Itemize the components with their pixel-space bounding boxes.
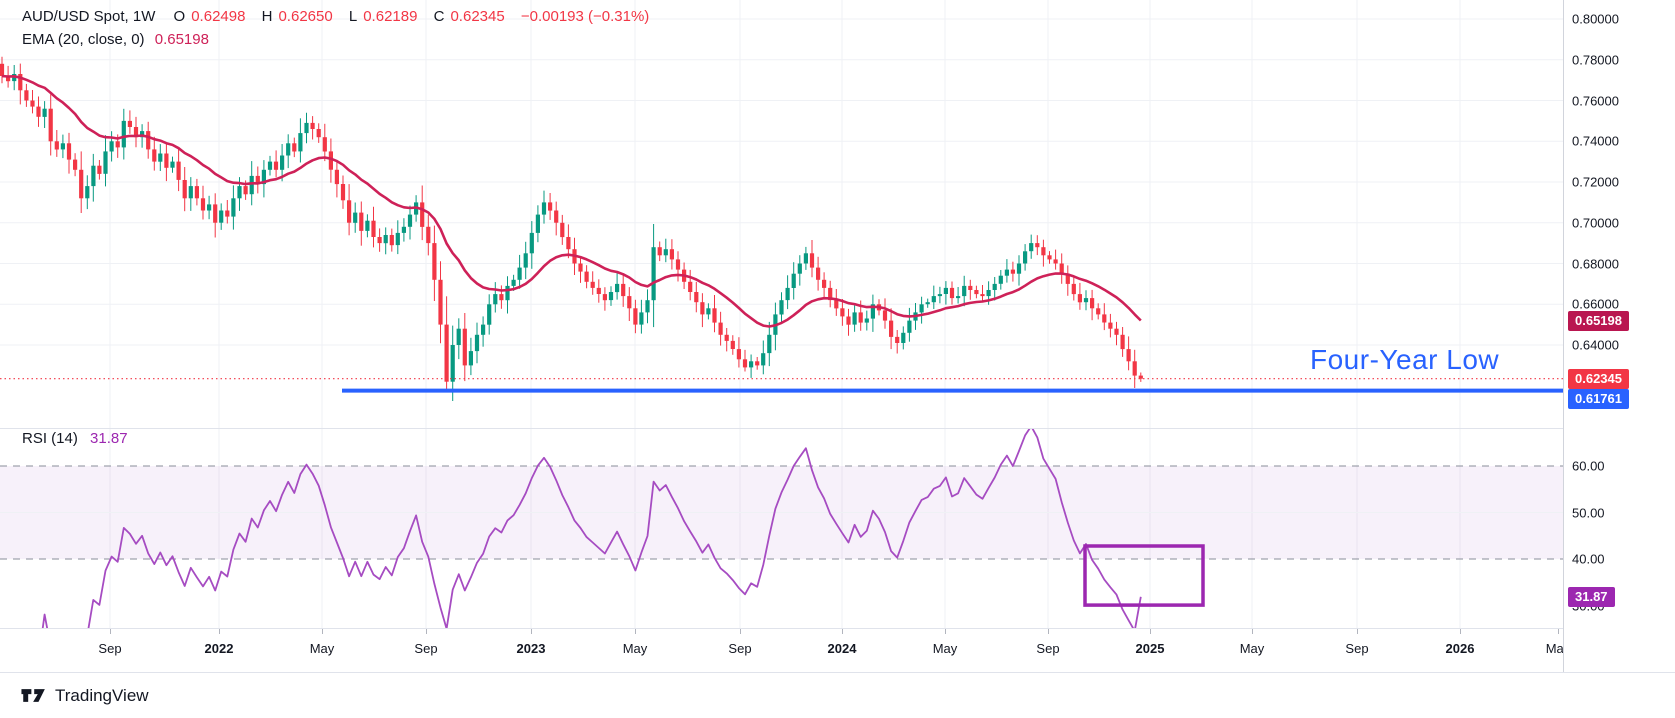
time-axis-label: Sep — [1036, 641, 1060, 656]
time-axis-label: Sep — [728, 641, 752, 656]
rsi-legend-value: 31.87 — [90, 430, 128, 447]
pane-divider[interactable] — [0, 428, 1675, 429]
rsi-line[interactable] — [26, 426, 1142, 628]
time-axis-label: 2026 — [1445, 641, 1475, 656]
time-axis-divider — [0, 628, 1675, 629]
price-tick-label: 0.64000 — [1572, 337, 1619, 353]
price-tick-label: 0.78000 — [1572, 52, 1619, 68]
ema-line[interactable] — [1, 74, 1142, 328]
rsi-tick-label: 50.00 — [1572, 505, 1605, 520]
time-axis-tick — [531, 629, 532, 634]
four-year-low-annotation[interactable]: Four-Year Low — [1310, 344, 1500, 375]
time-axis-label: 2025 — [1135, 641, 1165, 656]
rsi-legend-label: RSI (14) — [22, 430, 78, 447]
time-axis-tick — [110, 629, 111, 634]
time-axis-tick — [1252, 629, 1253, 634]
time-axis-tick — [1150, 629, 1151, 634]
price-tick-label: 0.68000 — [1572, 256, 1619, 271]
price-tick-label: 0.72000 — [1572, 174, 1619, 190]
rsi-legend: RSI (14) 31.87 — [22, 430, 128, 447]
price-tick-label: 0.76000 — [1572, 93, 1619, 108]
ohlc-high: H 0.62650 — [261, 8, 333, 25]
time-axis-label: 2022 — [204, 641, 234, 656]
time-axis-label: May — [622, 641, 648, 656]
time-axis-tick — [945, 629, 946, 634]
symbol-title: AUD/USD Spot, 1W — [22, 8, 156, 25]
ohlc-low: L 0.62189 — [348, 8, 418, 25]
time-axis-label: 2024 — [827, 641, 857, 656]
rsi-tick-label: 40.00 — [1572, 551, 1605, 567]
ema-legend-value: 0.65198 — [154, 31, 209, 48]
time-scale[interactable]: Sep 2022 May Sep 2023 May Sep 2024 May Sep 2025 May… — [0, 628, 1675, 672]
tradingview-brand-text[interactable]: TradingView — [55, 685, 149, 705]
time-axis-label: May — [309, 641, 335, 656]
time-axis-tick — [740, 629, 741, 634]
symbol-legend: AUD/USD Spot, 1W O 0.62498 H 0.62650 L 0.62… — [22, 8, 655, 25]
rsi-highlight-box[interactable] — [1083, 544, 1205, 607]
time-axis-tick — [219, 629, 220, 634]
time-axis-tick — [322, 629, 323, 634]
time-axis-tick — [426, 629, 427, 634]
close-badge: 0.62345 — [1568, 368, 1629, 389]
tradingview-logo-icon[interactable] — [20, 687, 47, 704]
bottom-toolbar: TradingView — [0, 672, 1675, 718]
ema-legend: EMA (20, close, 0) 0.65198 — [22, 31, 215, 48]
time-axis-tick — [1460, 629, 1461, 634]
time-axis-label: Sep — [98, 641, 122, 656]
price-tick-label: 0.66000 — [1572, 296, 1619, 312]
price-scale[interactable]: 0.80000 0.78000 0.76000 0.74000 0.72000 0.700… — [1563, 0, 1675, 672]
time-axis-label: May — [1239, 641, 1265, 656]
price-tick-label: 0.74000 — [1572, 133, 1619, 149]
support-badge: 0.61761 — [1568, 388, 1629, 409]
time-axis-tick — [1558, 629, 1559, 634]
change-value: −0.00193 (−0.31%) — [520, 8, 650, 25]
time-axis-tick — [1357, 629, 1358, 634]
time-axis-tick — [1048, 629, 1049, 634]
time-axis-tick — [635, 629, 636, 634]
chart-canvas[interactable] — [0, 0, 1563, 628]
candlestick-series[interactable] — [0, 56, 1143, 401]
time-axis-label: Sep — [414, 641, 438, 656]
time-axis-label: Sep — [1345, 641, 1369, 656]
ema-badge: 0.65198 — [1568, 310, 1629, 331]
ema-legend-label: EMA (20, close, 0) — [22, 31, 145, 48]
time-axis-label: 2023 — [516, 641, 546, 656]
ohlc-close: C 0.62345 — [433, 8, 505, 25]
price-tick-label: 0.70000 — [1572, 215, 1619, 231]
time-axis-label: May — [932, 641, 958, 656]
rsi-tick-label: 60.00 — [1572, 458, 1605, 474]
rsi-value-badge: 31.87 — [1568, 586, 1615, 607]
ohlc-open: O 0.62498 — [173, 8, 246, 25]
price-tick-label: 0.80000 — [1572, 11, 1619, 27]
time-axis-tick — [842, 629, 843, 634]
